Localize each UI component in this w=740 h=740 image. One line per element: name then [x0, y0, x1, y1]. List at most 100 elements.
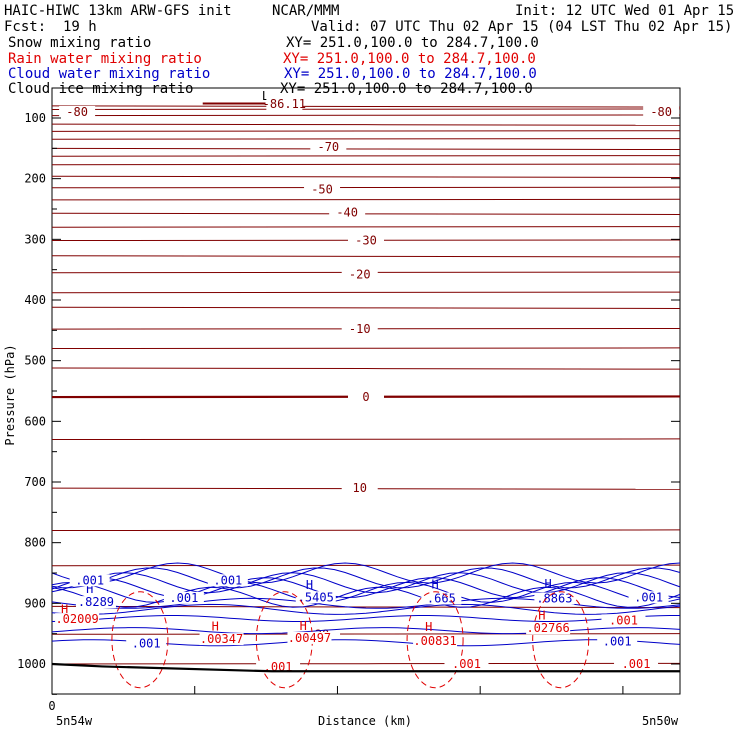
isotherm-contour: [51, 138, 681, 140]
isotherm-label: -40: [336, 206, 358, 220]
y-tick-label: 800: [24, 536, 46, 550]
x-right-location: 5n50w: [642, 714, 679, 728]
cloud-water-label: .001: [132, 636, 161, 650]
rain-water-label: .02009: [55, 612, 98, 626]
isotherm-label: -20: [349, 268, 371, 282]
rain-water-contour: [406, 591, 464, 689]
y-tick-label: 600: [24, 414, 46, 428]
isotherm-contour: [51, 108, 681, 111]
isotherm-contour: [51, 255, 681, 258]
label-backing: [348, 391, 384, 404]
rain-water-label: .001: [609, 613, 638, 627]
legend-cloud-water: Cloud water mixing ratio: [8, 66, 210, 82]
label-backing: [329, 206, 366, 219]
isotherm-contour: [51, 212, 681, 215]
label-backing: [628, 591, 669, 604]
legend-snow-xy: XY= 251.0,100.0 to 284.7,100.0: [286, 35, 539, 51]
isotherm-contour: [51, 114, 681, 117]
cloud-water-label: .001: [634, 590, 663, 604]
isotherm-label: -80: [66, 105, 88, 119]
cloud-water-contour: [51, 577, 681, 599]
cloud-water-contour: [51, 567, 681, 589]
isotherm-contour: [51, 186, 681, 189]
rain-water-maximum-marker: H: [61, 602, 68, 616]
x-left-location: 5n54w: [56, 714, 93, 728]
label-backing: [207, 574, 248, 587]
isotherm-contour: [51, 226, 681, 228]
cloud-water-label: .001: [169, 591, 198, 605]
isotherm-contour: [51, 123, 681, 126]
cloud-water-contour: [51, 627, 681, 635]
label-backing: [163, 591, 204, 604]
rain-water-label: .00497: [288, 631, 331, 645]
label-backing: [256, 661, 301, 674]
label-backing: [597, 635, 638, 648]
legend-cloud-ice: Cloud ice mixing ratio: [8, 81, 193, 97]
legend-snow: Snow mixing ratio: [8, 35, 151, 51]
isotherm-contour: [51, 175, 681, 178]
isotherm-contour: [51, 130, 681, 132]
label-backing: [310, 141, 347, 154]
legend: Snow mixing ratio XY= 251.0,100.0 to 284…: [8, 35, 539, 97]
legend-rain-xy: XY= 251.0,100.0 to 284.7,100.0: [283, 51, 536, 67]
cloud-water-maximum-marker: H: [545, 577, 552, 591]
y-tick-label: 700: [24, 475, 46, 489]
legend-rain: Rain water mixing ratio: [8, 51, 202, 67]
cloud-water-contour: [51, 603, 681, 615]
x-axis-label: Distance (km): [318, 714, 412, 728]
cloud-water-contour: [51, 615, 680, 622]
isotherm-contour: [51, 155, 681, 157]
low-marker: L: [262, 89, 269, 103]
y-tick-label: 100: [24, 111, 46, 125]
cloud-water-label: .665: [427, 591, 456, 605]
isotherm-contour: [51, 147, 681, 151]
isotherm-label: -30: [355, 234, 377, 248]
label-backing: [304, 183, 341, 196]
cloud-water-contour: [51, 562, 681, 584]
label-backing: [266, 98, 303, 111]
x-origin-label: 0: [48, 699, 55, 713]
isotherm-label: -70: [317, 140, 339, 154]
valid-time: Valid: 07 UTC Thu 02 Apr 15 (04 LST Thu …: [311, 19, 732, 35]
isotherm-contour: [51, 438, 681, 441]
cloud-water-label: .001: [603, 635, 632, 649]
isotherm-contour: [51, 163, 681, 166]
isotherm-label: -10: [349, 322, 371, 336]
label-backing: [199, 633, 244, 646]
label-backing: [341, 268, 378, 281]
rain-water-maximum-marker: H: [212, 619, 219, 633]
terrain-surface: [51, 662, 680, 673]
label-backing: [614, 658, 659, 670]
cloud-water-maximum-marker: H: [431, 578, 438, 592]
init-time: Init: 12 UTC Wed 01 Apr 15: [515, 3, 734, 19]
plot-area: L-80-80-86.11-70-50-40-30-20-1001020HHHH…: [51, 87, 681, 695]
isotherm-label: 0: [362, 390, 369, 404]
legend-cloud-water-xy: XY= 251.0,100.0 to 284.7,100.0: [284, 66, 537, 82]
label-backing: [55, 613, 100, 626]
cloud-water-maximum-marker: H: [86, 582, 93, 596]
cloud-water-label: .001: [75, 573, 104, 587]
y-axis-label: Pressure (hPa): [3, 344, 17, 445]
isotherm-contour: [51, 662, 681, 665]
isotherm-contour: [51, 198, 681, 201]
cloud-water-label: .8863: [536, 591, 572, 605]
rain-water-label: .001: [452, 657, 481, 671]
label-backing: [348, 234, 384, 247]
y-tick-label: 1000: [17, 657, 46, 671]
label-backing: [601, 614, 646, 627]
rain-water-label: .00831: [413, 634, 456, 648]
isotherm-contour: [51, 367, 681, 370]
isotherm-label: -50: [311, 183, 333, 197]
label-backing: [526, 622, 571, 635]
label-backing: [341, 482, 378, 495]
y-tick-label: 400: [24, 293, 46, 307]
y-tick-label: 300: [24, 232, 46, 246]
y-tick-label: 200: [24, 172, 46, 186]
rain-water-label: .02766: [526, 621, 569, 635]
forecast-label: Fcst:: [4, 19, 46, 35]
isotherm-contour: [51, 306, 681, 309]
rain-water-maximum-marker: H: [425, 620, 432, 634]
label-backing: [126, 637, 167, 650]
